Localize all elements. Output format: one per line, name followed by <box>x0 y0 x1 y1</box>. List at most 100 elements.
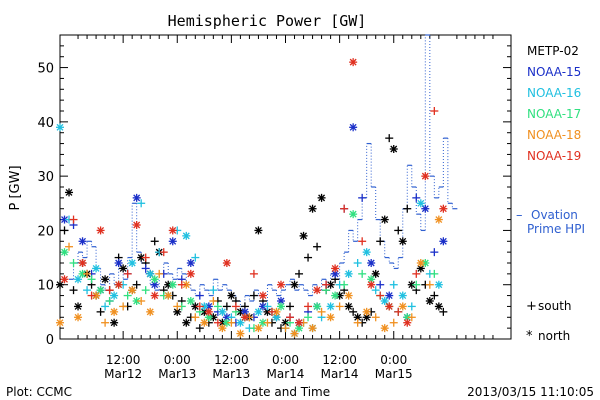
data-point <box>123 269 132 278</box>
data-point <box>218 324 227 333</box>
data-point <box>132 280 141 289</box>
data-point <box>65 242 74 251</box>
data-point <box>137 199 146 208</box>
y-axis-label: P [GW] <box>8 165 23 210</box>
data-point <box>240 313 249 322</box>
data-point <box>191 253 200 262</box>
data-point <box>186 259 195 267</box>
data-point <box>398 291 407 300</box>
data-point <box>403 204 412 213</box>
marker-legend: + south * north <box>526 299 572 344</box>
data-point <box>416 259 425 267</box>
data-point <box>371 286 380 295</box>
data-point <box>209 286 218 295</box>
data-point <box>376 291 385 300</box>
data-point <box>132 193 141 202</box>
data-point <box>249 269 258 278</box>
data-point <box>430 291 439 300</box>
data-point <box>105 297 114 305</box>
data-point <box>74 302 83 311</box>
data-point <box>331 264 340 273</box>
x-tick-date: Mar13 <box>212 367 250 381</box>
data-point <box>290 329 299 338</box>
data-point <box>367 280 376 289</box>
data-point <box>389 145 398 153</box>
data-point <box>87 275 96 284</box>
legend-entry: NOAA-17 <box>527 107 581 121</box>
data-point <box>254 226 263 235</box>
data-point <box>236 329 245 338</box>
data-point <box>254 307 263 316</box>
marker-legend-symbol: * <box>526 329 533 344</box>
data-point <box>227 318 236 327</box>
data-point <box>222 302 231 311</box>
data-point <box>281 324 290 333</box>
y-axis: 0 10 20 30 40 50 <box>37 34 511 348</box>
legend: METP-02 NOAA-15 NOAA-16 NOAA-17 NOAA-18 NOAA-… <box>527 44 581 163</box>
data-point <box>110 318 119 327</box>
data-point <box>267 307 276 316</box>
data-point <box>200 318 209 327</box>
data-point <box>434 280 443 289</box>
data-point <box>358 237 367 246</box>
data-point <box>326 302 335 311</box>
data-point <box>132 221 141 229</box>
y-tick-label: 10 <box>37 279 54 294</box>
data-point <box>195 324 204 333</box>
data-point <box>182 318 191 327</box>
data-point <box>222 259 231 267</box>
data-point <box>322 280 331 289</box>
legend-entry: METP-02 <box>527 44 579 58</box>
data-point <box>119 264 128 273</box>
data-point <box>195 302 204 311</box>
data-point <box>434 215 443 224</box>
data-point <box>412 269 421 278</box>
data-point <box>398 302 407 311</box>
data-point <box>340 204 349 213</box>
data-point <box>380 215 389 224</box>
data-point <box>195 291 204 300</box>
data-point <box>114 259 123 267</box>
data-point <box>69 215 78 224</box>
data-point <box>439 204 448 213</box>
data-point <box>434 302 443 311</box>
data-point <box>119 302 128 311</box>
data-point <box>83 286 92 295</box>
data-point <box>313 242 322 251</box>
data-point <box>403 318 412 327</box>
data-point <box>150 237 159 246</box>
data-point <box>218 307 227 316</box>
x-tick-date: Mar14 <box>321 367 359 381</box>
data-point <box>168 237 177 246</box>
data-point <box>331 291 340 300</box>
x-tick-time: 12:00 <box>322 353 357 367</box>
data-point <box>313 302 322 311</box>
data-point <box>164 291 173 300</box>
data-point <box>159 248 168 257</box>
data-point <box>430 269 439 278</box>
data-point <box>191 313 200 322</box>
data-point <box>376 280 385 289</box>
data-point <box>69 259 78 267</box>
data-point <box>78 259 87 267</box>
data-point <box>335 302 344 311</box>
data-point <box>425 297 434 305</box>
data-point <box>362 307 371 316</box>
data-point <box>349 307 358 316</box>
x-tick-time: 0:00 <box>272 353 299 367</box>
data-point <box>425 280 434 289</box>
data-point <box>78 237 87 246</box>
data-point <box>385 134 394 143</box>
x-axis-label: Date and Time <box>242 385 330 399</box>
y-tick-label: 20 <box>37 224 54 239</box>
data-point <box>150 291 159 300</box>
data-point <box>209 297 218 305</box>
data-point <box>110 291 119 300</box>
x-tick-time: 0:00 <box>380 353 407 367</box>
data-point <box>137 297 146 305</box>
y-tick-label: 50 <box>37 62 54 77</box>
data-point <box>439 307 448 316</box>
data-point <box>173 302 182 311</box>
x-tick-date: Mar12 <box>104 367 142 381</box>
